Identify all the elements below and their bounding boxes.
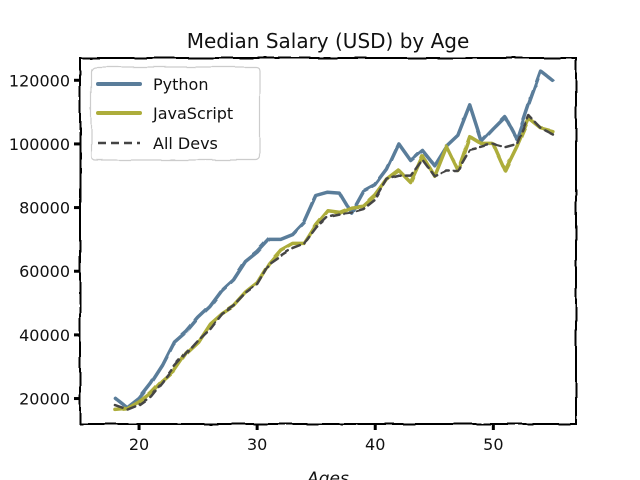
y-tick-label: 80000 xyxy=(19,199,70,218)
legend-label-python: Python xyxy=(153,75,208,94)
x-tick-label: 40 xyxy=(365,435,385,454)
series-line-javascript xyxy=(113,116,555,412)
plot-area xyxy=(79,57,577,425)
x-axis-label: Ages xyxy=(306,469,349,480)
x-tick-label: 20 xyxy=(129,435,149,454)
series-line-all-devs xyxy=(114,114,554,411)
chart-title: Median Salary (USD) by Age xyxy=(187,29,470,53)
series-lines xyxy=(113,69,555,412)
legend-label-javascript: JavaScript xyxy=(152,104,233,123)
y-tick-label: 40000 xyxy=(19,326,70,345)
y-tick-label: 100000 xyxy=(9,135,70,154)
y-tick-label: 60000 xyxy=(19,262,70,281)
series-line-python xyxy=(113,69,555,410)
legend-box xyxy=(90,66,261,161)
legend: Python JavaScript All Devs xyxy=(90,66,261,161)
y-tick-label: 120000 xyxy=(9,71,70,90)
x-tick-label: 50 xyxy=(483,435,503,454)
axis-ticks: 20 30 40 50 20000 40000 60000 80000 100000 120000 xyxy=(9,71,504,454)
y-tick-label: 20000 xyxy=(19,390,70,409)
x-tick-label: 30 xyxy=(247,435,267,454)
legend-label-all-devs: All Devs xyxy=(153,134,218,153)
